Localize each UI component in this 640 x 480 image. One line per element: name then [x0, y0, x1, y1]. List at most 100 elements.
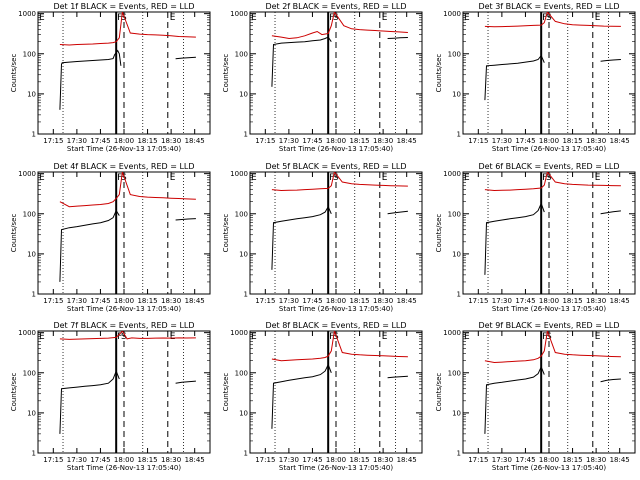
chart-9-y-tick-label: 100 — [448, 369, 461, 377]
chart-8-y-tick-label: 1 — [244, 450, 248, 458]
chart-8-y-tick-label: 1000 — [230, 329, 248, 337]
chart-2-marker-s: S — [333, 13, 339, 23]
chart-1-marker-e-start: E — [39, 13, 45, 23]
chart-3-marker-f: F — [542, 13, 547, 23]
chart-4-x-tick-label: 18:00 — [114, 297, 134, 305]
chart-1-y-tick-label: 1000 — [18, 10, 36, 18]
chart-3-series-lld-line — [484, 12, 621, 28]
chart-4-title: Det 4f BLACK = Events, RED = LLD — [53, 162, 194, 171]
chart-6-x-tick-label: 17:15 — [468, 297, 488, 305]
chart-9-marker-s: S — [546, 332, 552, 342]
chart-6-marker-e-start: E — [464, 173, 470, 183]
chart-8-y-tick-label: 100 — [235, 369, 248, 377]
chart-8-y-tick-label: 10 — [239, 409, 248, 417]
chart-1-x-tick-label: 18:00 — [114, 137, 134, 145]
chart-2-x-tick-label: 18:15 — [349, 137, 369, 145]
chart-7-x-tick-label: 17:30 — [67, 456, 87, 464]
chart-4-marker-e-start: E — [39, 173, 45, 183]
chart-5-x-tick-label: 17:45 — [302, 297, 322, 305]
chart-8-series-events-line — [271, 363, 332, 429]
chart-8-x-tick-label: 17:15 — [255, 456, 275, 464]
chart-2-x-axis-label: Start Time (26-Nov-13 17:05:40) — [279, 145, 393, 153]
chart-7-y-tick-label: 1 — [32, 450, 36, 458]
chart-5-y-tick-label: 1 — [244, 291, 248, 299]
chart-8-series-lld-line — [271, 331, 408, 362]
chart-6-x-tick-label: 18:30 — [586, 297, 606, 305]
chart-1-marker-e: E — [170, 13, 176, 23]
chart-2-series-events-line — [271, 36, 332, 87]
chart-2-y-axis-label: Counts/sec — [222, 54, 230, 93]
chart-8-series-events-line — [387, 375, 408, 379]
chart-3-marker-e-start: E — [464, 13, 470, 23]
chart-9-x-axis-label: Start Time (26-Nov-13 17:05:40) — [492, 464, 606, 472]
chart-6-y-axis-label: Counts/sec — [435, 214, 443, 253]
chart-1-x-tick-label: 17:30 — [67, 137, 87, 145]
chart-5-x-tick-label: 18:30 — [373, 297, 393, 305]
chart-8-marker-e: E — [382, 332, 388, 342]
chart-4-y-tick-label: 1000 — [18, 170, 36, 178]
chart-2-y-tick-label: 1 — [244, 131, 248, 139]
chart-9-y-axis-label: Counts/sec — [435, 373, 443, 412]
chart-3-panel: Det 3f BLACK = Events, RED = LLD 17:15 17:… — [435, 2, 636, 153]
chart-7-x-tick-label: 18:30 — [161, 456, 181, 464]
chart-4-x-axis-label: Start Time (26-Nov-13 17:05:40) — [67, 305, 181, 313]
chart-5-x-tick-label: 17:15 — [255, 297, 275, 305]
chart-6-marker-f: F — [542, 173, 547, 183]
chart-3-x-tick-label: 17:30 — [492, 137, 512, 145]
chart-5-y-axis-label: Counts/sec — [222, 214, 230, 253]
chart-9-marker-e: E — [595, 332, 601, 342]
chart-5-x-tick-label: 18:15 — [349, 297, 369, 305]
chart-8-x-tick-label: 17:45 — [302, 456, 322, 464]
chart-4-series-events-line — [175, 218, 196, 221]
chart-7-x-tick-label: 18:15 — [137, 456, 157, 464]
chart-3-marker-e: E — [595, 13, 601, 23]
chart-2-marker-e: E — [382, 13, 388, 23]
chart-5-x-tick-label: 17:30 — [279, 297, 299, 305]
chart-9-title: Det 9f BLACK = Events, RED = LLD — [478, 321, 619, 330]
chart-6-x-tick-label: 18:15 — [562, 297, 582, 305]
chart-2-x-tick-label: 18:45 — [397, 137, 417, 145]
chart-6-x-axis-label: Start Time (26-Nov-13 17:05:40) — [492, 305, 606, 313]
chart-1-x-tick-label: 17:45 — [90, 137, 110, 145]
chart-6-title: Det 6f BLACK = Events, RED = LLD — [478, 162, 619, 171]
chart-6-y-tick-label: 1 — [457, 291, 461, 299]
chart-8-marker-f: F — [329, 332, 334, 342]
chart-2-series-events-line — [387, 37, 408, 39]
chart-7-series-events-line — [59, 369, 120, 434]
chart-2-x-tick-label: 17:45 — [302, 137, 322, 145]
chart-9-x-tick-label: 17:30 — [492, 456, 512, 464]
chart-4-series-events-line — [59, 209, 120, 282]
chart-7-marker-f: F — [117, 332, 122, 342]
chart-7-x-tick-label: 18:00 — [114, 456, 134, 464]
chart-1-marker-f: F — [117, 13, 122, 23]
chart-7-marker-e: E — [170, 332, 176, 342]
chart-4-y-tick-label: 1 — [32, 291, 36, 299]
chart-6-y-tick-label: 1000 — [443, 170, 461, 178]
chart-4-x-tick-label: 17:30 — [67, 297, 87, 305]
chart-1-x-tick-label: 17:15 — [43, 137, 63, 145]
chart-5-y-tick-label: 100 — [235, 210, 248, 218]
chart-5-series-events-line — [387, 210, 408, 215]
chart-2-x-tick-label: 18:30 — [373, 137, 393, 145]
chart-2-marker-e-start: E — [251, 13, 257, 23]
chart-9-y-tick-label: 1000 — [443, 329, 461, 337]
chart-1-series-events-line — [175, 56, 196, 60]
chart-7-x-tick-label: 18:45 — [185, 456, 205, 464]
chart-9-x-tick-label: 18:45 — [610, 456, 630, 464]
chart-7-y-tick-label: 100 — [23, 369, 36, 377]
chart-3-x-tick-label: 17:15 — [468, 137, 488, 145]
chart-9-x-tick-label: 18:30 — [586, 456, 606, 464]
chart-8-x-tick-label: 18:15 — [349, 456, 369, 464]
chart-1-series-lld-line — [59, 12, 196, 46]
chart-2-x-tick-label: 17:30 — [279, 137, 299, 145]
chart-4-panel: Det 4f BLACK = Events, RED = LLD 17:15 17:… — [10, 162, 211, 313]
chart-9-marker-e-start: E — [464, 332, 470, 342]
chart-8-title: Det 8f BLACK = Events, RED = LLD — [265, 321, 406, 330]
chart-6-series-lld-line — [484, 172, 621, 192]
chart-9-series-events-line — [484, 365, 545, 434]
chart-5-marker-e-start: E — [251, 173, 257, 183]
chart-4-y-tick-label: 10 — [27, 250, 36, 258]
chart-4-x-tick-label: 18:45 — [185, 297, 205, 305]
chart-4-x-tick-label: 17:15 — [43, 297, 63, 305]
